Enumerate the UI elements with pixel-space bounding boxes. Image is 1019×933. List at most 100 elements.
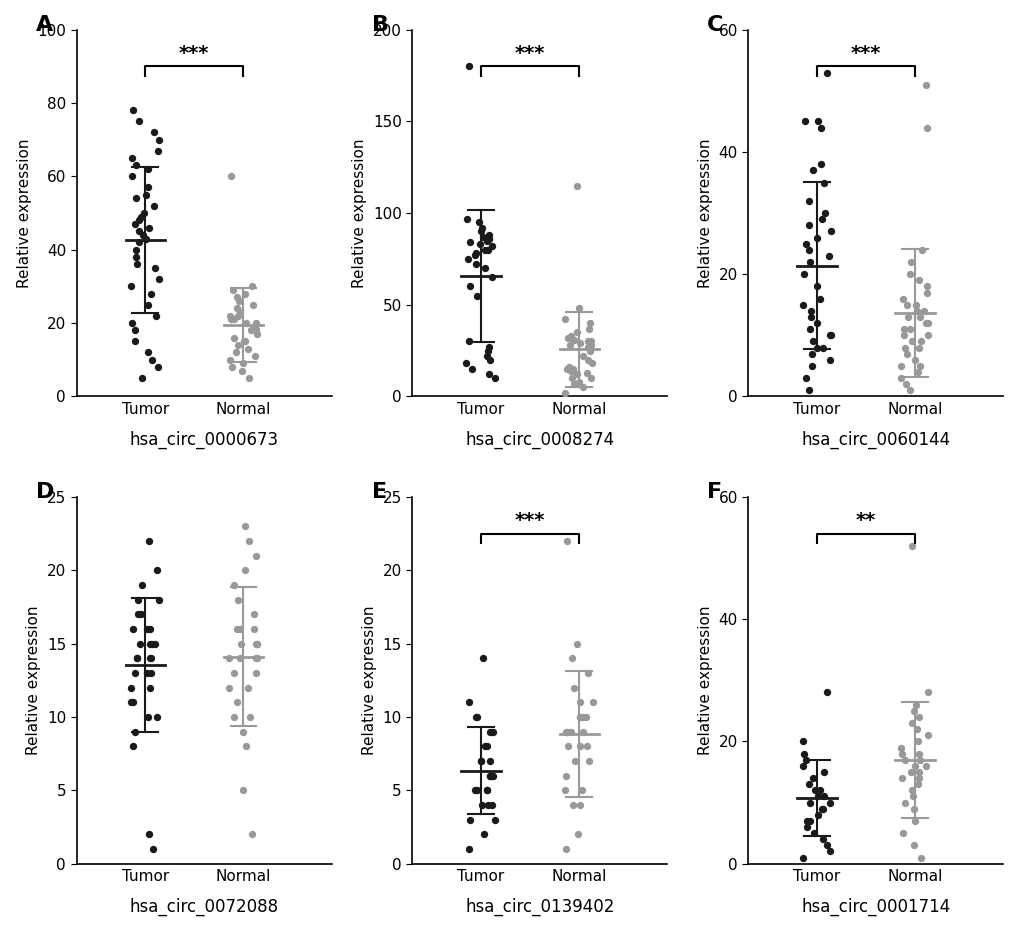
Point (131, 636, 148, 651)
Point (142, 636, 158, 651)
Point (794, 759, 810, 773)
Point (795, 746, 811, 761)
Point (468, 257, 484, 272)
Point (580, 334, 596, 349)
Point (141, 534, 157, 549)
Point (908, 303, 924, 318)
Point (568, 178, 584, 193)
Point (909, 734, 925, 749)
Point (901, 383, 917, 397)
Point (917, 77, 933, 92)
Point (244, 323, 260, 338)
Point (124, 739, 141, 754)
Point (139, 621, 155, 636)
Text: C: C (706, 15, 723, 35)
Point (559, 330, 576, 345)
Point (908, 722, 924, 737)
Point (804, 771, 820, 786)
Point (899, 310, 915, 325)
Point (915, 303, 931, 318)
Point (239, 341, 256, 356)
Point (802, 303, 818, 318)
Point (580, 321, 596, 336)
Point (814, 801, 830, 816)
Point (582, 343, 598, 358)
Point (142, 621, 158, 636)
Point (794, 298, 810, 313)
X-axis label: hsa_circ_0000673: hsa_circ_0000673 (129, 431, 278, 449)
Point (127, 250, 144, 265)
Point (248, 315, 264, 330)
Point (125, 621, 142, 636)
Point (567, 754, 583, 769)
Point (580, 353, 596, 368)
Point (472, 224, 488, 239)
Point (142, 680, 158, 695)
Point (242, 709, 258, 724)
Point (228, 301, 245, 316)
Point (126, 323, 143, 338)
Point (572, 709, 588, 724)
Point (460, 334, 476, 349)
Point (480, 798, 496, 813)
Point (235, 334, 252, 349)
Point (794, 850, 810, 865)
Point (912, 334, 928, 349)
Point (237, 519, 254, 534)
Point (556, 768, 573, 783)
Point (150, 144, 166, 159)
Point (808, 340, 824, 355)
Point (815, 205, 832, 220)
Point (144, 636, 160, 651)
Point (569, 325, 585, 340)
Y-axis label: Relative expression: Relative expression (353, 138, 367, 287)
Point (127, 724, 144, 739)
Point (479, 349, 495, 364)
Point (818, 65, 835, 80)
Point (798, 819, 814, 834)
Point (126, 216, 143, 231)
Text: ***: *** (850, 44, 880, 63)
Point (462, 279, 478, 294)
Point (918, 315, 934, 330)
Point (482, 353, 498, 368)
Point (798, 236, 814, 251)
Point (142, 651, 158, 666)
Point (133, 606, 150, 621)
Point (894, 291, 910, 306)
Point (245, 298, 261, 313)
Point (224, 283, 240, 298)
Point (906, 759, 922, 773)
Point (894, 746, 910, 761)
Point (910, 709, 926, 724)
Point (468, 709, 484, 724)
Point (818, 838, 835, 853)
Point (821, 795, 838, 810)
Point (477, 739, 493, 754)
Point (579, 739, 595, 754)
Point (124, 315, 141, 330)
Point (904, 789, 920, 804)
Point (223, 312, 239, 327)
Point (476, 260, 492, 275)
Point (222, 169, 238, 184)
Point (140, 180, 156, 195)
Point (814, 175, 830, 190)
Point (143, 286, 159, 301)
Point (562, 328, 579, 343)
Point (469, 709, 485, 724)
Point (895, 322, 911, 337)
Point (240, 370, 257, 385)
Point (812, 120, 828, 135)
Point (910, 340, 926, 355)
Point (479, 233, 495, 248)
Point (565, 798, 581, 813)
Point (480, 367, 496, 382)
Point (801, 322, 817, 337)
Text: F: F (706, 482, 721, 502)
Point (795, 267, 811, 282)
Point (459, 211, 475, 226)
Point (236, 334, 253, 349)
Point (133, 370, 150, 385)
Y-axis label: Relative expression: Relative expression (16, 138, 32, 287)
